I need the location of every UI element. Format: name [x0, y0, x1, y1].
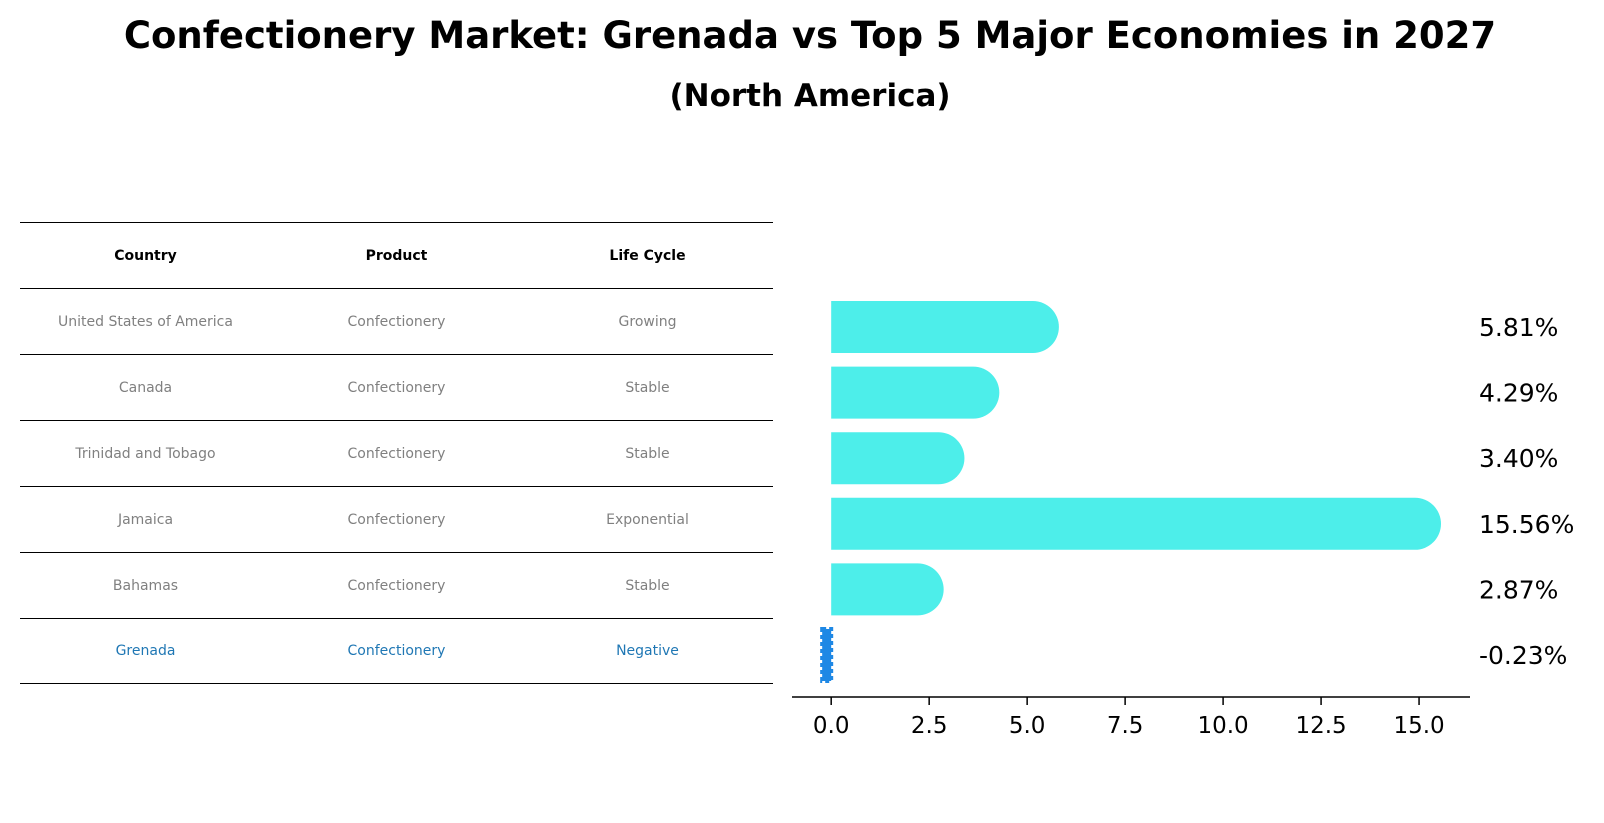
table-header-row: Country Product Life Cycle — [20, 222, 773, 288]
chart-subtitle: (North America) — [669, 78, 951, 114]
cell-product: Confectionery — [347, 379, 446, 396]
cell-country: United States of America — [58, 313, 233, 330]
cell-product: Confectionery — [347, 511, 446, 528]
data-label: 4.29% — [1479, 379, 1558, 408]
table-row-highlight: Grenada Confectionery Negative — [20, 618, 773, 684]
data-label: 15.56% — [1479, 510, 1574, 539]
bar — [831, 432, 965, 485]
chart-title: Confectionery Market: Grenada vs Top 5 M… — [123, 14, 1497, 57]
x-axis-tick-label: 0.0 — [813, 713, 850, 739]
cell-life-cycle: Exponential — [606, 511, 689, 528]
bar — [831, 301, 1059, 353]
header-product: Product — [365, 247, 428, 264]
data-label: -0.23% — [1479, 641, 1567, 670]
x-axis-tick-label: 5.0 — [1009, 713, 1046, 739]
table-row: United States of America Confectionery G… — [20, 288, 773, 354]
cell-country: Jamaica — [117, 511, 174, 528]
cell-life-cycle: Growing — [618, 313, 677, 330]
bar — [831, 563, 944, 616]
header-country: Country — [114, 247, 177, 264]
cell-life-cycle: Stable — [625, 577, 670, 594]
cell-life-cycle: Stable — [625, 379, 670, 396]
cell-life-cycle: Negative — [616, 643, 679, 659]
x-axis-tick-label: 15.0 — [1393, 713, 1444, 739]
table-row: Trinidad and Tobago Confectionery Stable — [20, 420, 773, 486]
cell-product: Confectionery — [347, 445, 446, 462]
cell-country: Grenada — [115, 643, 176, 659]
country-table: Country Product Life Cycle United States… — [20, 222, 773, 684]
cell-life-cycle: Stable — [625, 445, 670, 462]
x-axis-tick-label: 7.5 — [1107, 713, 1144, 739]
cell-country: Trinidad and Tobago — [75, 445, 216, 462]
x-axis-tick-label: 12.5 — [1295, 713, 1346, 739]
data-label: 5.81% — [1479, 313, 1558, 342]
table-row: Jamaica Confectionery Exponential — [20, 486, 773, 552]
cell-country: Canada — [118, 379, 173, 396]
cell-product: Confectionery — [347, 643, 446, 659]
table-row: Bahamas Confectionery Stable — [20, 552, 773, 618]
x-axis-tick-label: 10.0 — [1197, 713, 1248, 739]
bar — [831, 497, 1441, 550]
data-label: 3.40% — [1479, 444, 1558, 473]
header-life-cycle: Life Cycle — [609, 247, 686, 264]
x-axis-tick-label: 2.5 — [911, 713, 948, 739]
cell-product: Confectionery — [347, 577, 446, 594]
data-label: 2.87% — [1479, 575, 1558, 604]
bar — [831, 366, 1000, 419]
cell-country: Bahamas — [112, 577, 179, 594]
table-row: Canada Confectionery Stable — [20, 354, 773, 420]
bar-highlight — [820, 627, 834, 683]
cell-product: Confectionery — [347, 313, 446, 330]
